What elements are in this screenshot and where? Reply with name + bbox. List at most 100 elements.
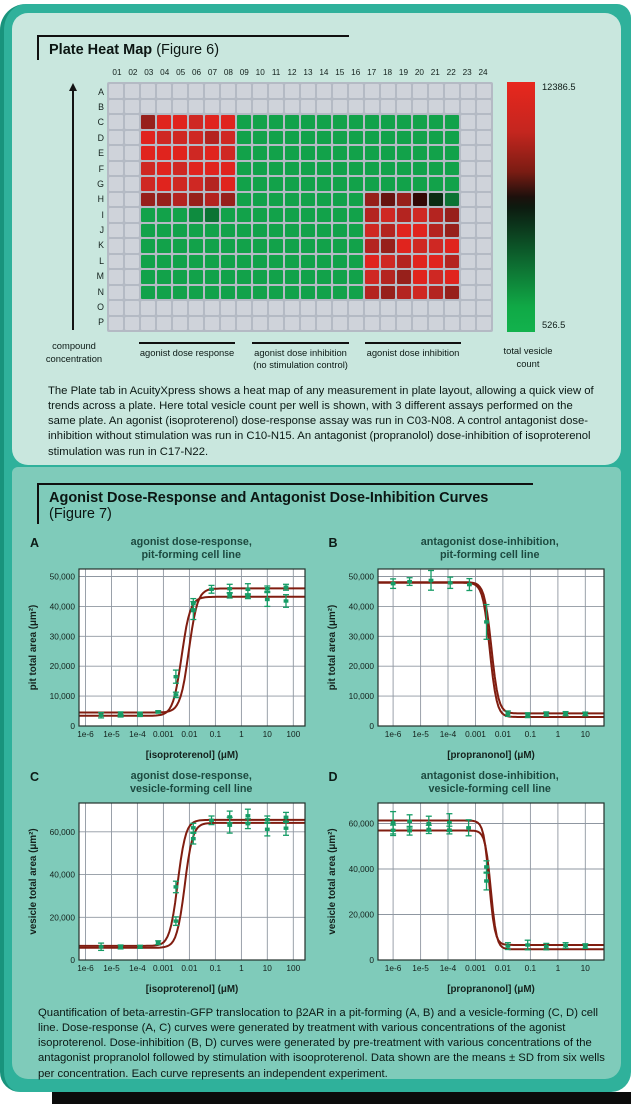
well-O17 [365, 301, 379, 315]
well-I24 [477, 208, 491, 222]
well-C21 [429, 115, 443, 129]
well-A10 [253, 84, 267, 98]
well-B15 [333, 99, 347, 113]
well-F10 [253, 161, 267, 175]
well-N21 [429, 285, 443, 299]
well-C16 [349, 115, 363, 129]
well-G02 [125, 177, 139, 191]
well-D07 [205, 130, 219, 144]
well-O24 [477, 301, 491, 315]
well-A02 [125, 84, 139, 98]
well-G07 [205, 177, 219, 191]
well-J21 [429, 223, 443, 237]
well-A15 [333, 84, 347, 98]
svg-text:0.1: 0.1 [210, 963, 222, 973]
well-D16 [349, 130, 363, 144]
well-D15 [333, 130, 347, 144]
well-I05 [173, 208, 187, 222]
svg-text:0: 0 [70, 955, 75, 965]
svg-text:1e-4: 1e-4 [129, 963, 146, 973]
well-E10 [253, 146, 267, 160]
well-B18 [381, 99, 395, 113]
well-L15 [333, 254, 347, 268]
svg-text:[isoproterenol] (μM): [isoproterenol] (μM) [146, 750, 239, 760]
well-F13 [301, 161, 315, 175]
well-H03 [141, 192, 155, 206]
well-P11 [269, 316, 283, 330]
well-J05 [173, 223, 187, 237]
well-O09 [237, 301, 251, 315]
well-L04 [157, 254, 171, 268]
chart-c-title: agonist dose-response, vesicle-forming c… [130, 770, 253, 796]
well-H04 [157, 192, 171, 206]
compound-concentration-label: compound concentration [45, 340, 103, 364]
well-F03 [141, 161, 155, 175]
well-E09 [237, 146, 251, 160]
colorbar-min-value: 526.5 [542, 320, 566, 330]
document-frame: Plate Heat Map (Figure 6) 01 02 03 04 05 06 07… [0, 4, 631, 1092]
figure6-header: Plate Heat Map (Figure 6) [37, 35, 349, 60]
well-O12 [285, 301, 299, 315]
well-F05 [173, 161, 187, 175]
svg-text:vesicle total area (μm²): vesicle total area (μm²) [28, 828, 39, 934]
well-N14 [317, 285, 331, 299]
well-C22 [445, 115, 459, 129]
well-B05 [173, 99, 187, 113]
well-I03 [141, 208, 155, 222]
well-G06 [189, 177, 203, 191]
well-C18 [381, 115, 395, 129]
well-E21 [429, 146, 443, 160]
well-K01 [109, 239, 123, 253]
well-G20 [413, 177, 427, 191]
well-J16 [349, 223, 363, 237]
col-label-01: 01 [112, 68, 122, 77]
well-F11 [269, 161, 283, 175]
col-label-17: 17 [367, 68, 377, 77]
well-E20 [413, 146, 427, 160]
well-D11 [269, 130, 283, 144]
well-H01 [109, 192, 123, 206]
svg-text:40,000: 40,000 [348, 864, 374, 874]
well-D04 [157, 130, 171, 144]
well-N04 [157, 285, 171, 299]
well-N02 [125, 285, 139, 299]
well-B08 [221, 99, 235, 113]
well-N01 [109, 285, 123, 299]
well-I17 [365, 208, 379, 222]
col-label-21: 21 [430, 68, 440, 77]
well-E17 [365, 146, 379, 160]
well-G12 [285, 177, 299, 191]
well-K06 [189, 239, 203, 253]
svg-text:40,000: 40,000 [348, 601, 374, 611]
well-F07 [205, 161, 219, 175]
well-L23 [461, 254, 475, 268]
well-M19 [397, 270, 411, 284]
well-A05 [173, 84, 187, 98]
well-D17 [365, 130, 379, 144]
well-C17 [365, 115, 379, 129]
well-J07 [205, 223, 219, 237]
well-B16 [349, 99, 363, 113]
well-G18 [381, 177, 395, 191]
well-P09 [237, 316, 251, 330]
well-J12 [285, 223, 299, 237]
well-B14 [317, 99, 331, 113]
col-label-11: 11 [271, 68, 281, 77]
well-K12 [285, 239, 299, 253]
well-L06 [189, 254, 203, 268]
well-O14 [317, 301, 331, 315]
svg-text:1e-5: 1e-5 [412, 729, 429, 739]
plate-heatmap: 01 02 03 04 05 06 07 08 09 10 11 12 13 14 15 16 17 18 19 20… [12, 68, 621, 376]
well-G15 [333, 177, 347, 191]
well-P24 [477, 316, 491, 330]
charts-grid: A agonist dose-response, pit-forming cel… [22, 536, 613, 994]
well-A16 [349, 84, 363, 98]
well-A04 [157, 84, 171, 98]
well-E24 [477, 146, 491, 160]
well-L21 [429, 254, 443, 268]
svg-text:1e-5: 1e-5 [103, 963, 120, 973]
figure7-title: Agonist Dose-Response and Antagonist Dos… [49, 490, 489, 506]
well-P02 [125, 316, 139, 330]
well-P01 [109, 316, 123, 330]
col-label-23: 23 [462, 68, 472, 77]
